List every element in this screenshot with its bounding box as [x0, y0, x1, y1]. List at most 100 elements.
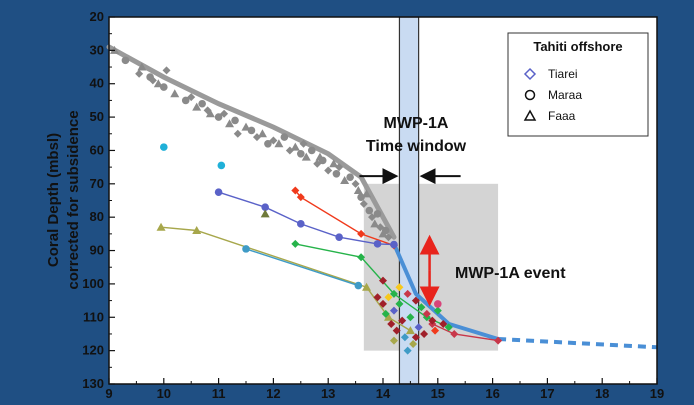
gray-point [297, 149, 305, 158]
y-tick-label: 110 [83, 309, 104, 324]
series-4-point [354, 281, 363, 290]
y-axis-label-line1: Coral Depth (mbsl) [45, 133, 62, 267]
cluster-point [403, 289, 412, 298]
series-3-point [192, 226, 202, 235]
legend-item-faaa: Faaa [548, 109, 576, 123]
y-tick-label: 130 [82, 376, 104, 391]
series-0-point [296, 193, 305, 202]
gray-point [205, 109, 215, 118]
isolated-point [260, 209, 270, 218]
series-1-point [335, 233, 343, 241]
y-tick-label: 80 [90, 209, 104, 224]
gray-point [340, 175, 350, 184]
cluster-point [433, 306, 442, 315]
window-title-line2: Time window [366, 138, 467, 155]
series-0-point [291, 186, 300, 195]
gray-point [384, 233, 393, 242]
points-layer [109, 45, 503, 355]
y-tick-label: 30 [90, 42, 104, 57]
y-tick-label: 40 [90, 76, 104, 91]
x-tick-label: 16 [485, 386, 499, 401]
legend-title: Tahiti offshore [533, 39, 622, 54]
gray-point [378, 229, 388, 238]
cluster-point [395, 299, 404, 308]
mwp-curve [392, 243, 499, 341]
cluster-point [389, 306, 398, 315]
isolated-point [160, 143, 168, 151]
gray-point [335, 163, 344, 172]
legend-item-maraa: Maraa [548, 88, 582, 102]
cluster-point [381, 309, 390, 318]
gray-point [351, 179, 360, 188]
gray-point [225, 119, 235, 128]
legend: Tahiti offshore Tiarei Maraa Faaa [507, 32, 649, 137]
gray-point [220, 109, 229, 118]
gray-point [285, 146, 294, 155]
x-tick-label: 18 [595, 386, 609, 401]
legend-faaa-marker [523, 109, 537, 121]
y-tick-label: 60 [90, 142, 104, 157]
gray-point [280, 133, 289, 141]
extension-line [497, 337, 658, 350]
y-tick-label: 120 [82, 343, 104, 358]
cluster-point [392, 326, 401, 335]
x-tick-label: 12 [266, 386, 280, 401]
y-tick-label: 90 [90, 243, 104, 258]
series-2-point [291, 239, 300, 248]
gray-point [274, 139, 284, 148]
y-tick-label: 100 [82, 276, 104, 291]
cluster-point [379, 299, 387, 308]
gray-point [170, 89, 180, 98]
gray-point [135, 69, 144, 78]
series-3-point [362, 282, 372, 291]
gray-point [301, 152, 311, 161]
cluster-point [398, 316, 407, 325]
cluster-point [411, 296, 420, 305]
gray-point [290, 142, 300, 151]
series-1-point [297, 220, 305, 228]
series-2-point [357, 253, 366, 262]
x-tick-label: 9 [105, 386, 112, 401]
x-tick-label: 14 [376, 386, 391, 401]
series-1-point [261, 203, 269, 211]
gray-point [307, 146, 316, 155]
cluster-point [379, 276, 387, 285]
legend-item-tiarei: Tiarei [548, 67, 578, 81]
legend-tiarei-marker [523, 67, 537, 81]
gray-point [252, 133, 261, 142]
x-tick-label: 11 [212, 386, 226, 401]
cluster-point [384, 293, 393, 302]
cluster-point [406, 313, 415, 322]
gray-point [318, 156, 327, 165]
x-tick-label: 13 [321, 386, 335, 401]
cluster-point [420, 329, 429, 338]
gray-point [247, 126, 256, 135]
x-tick-label: 19 [650, 386, 664, 401]
gray-point [214, 113, 223, 121]
gray-point [324, 166, 333, 175]
series-1-point [373, 240, 382, 248]
window-title-line1: MWP-1A [384, 115, 449, 132]
cluster-point [403, 346, 412, 355]
series-3-point [383, 312, 393, 321]
gray-point [332, 170, 341, 178]
gray-point [264, 139, 272, 148]
gray-point [346, 173, 354, 181]
y-tick-label: 70 [90, 176, 104, 191]
gray-point [137, 62, 147, 71]
series-2-point [389, 289, 398, 298]
series-3-point [405, 326, 415, 335]
gray-point [353, 185, 363, 194]
event-label: MWP-1A event [455, 265, 566, 282]
legend-box [507, 32, 649, 137]
gray-point [121, 56, 130, 65]
cluster-point [400, 333, 409, 342]
gray-point [160, 83, 168, 91]
series-5-point [450, 329, 459, 338]
gray-point [162, 66, 171, 75]
gray-point [329, 159, 339, 168]
cluster-point [409, 339, 418, 348]
gray-point [365, 206, 374, 215]
cluster-point [373, 293, 382, 302]
